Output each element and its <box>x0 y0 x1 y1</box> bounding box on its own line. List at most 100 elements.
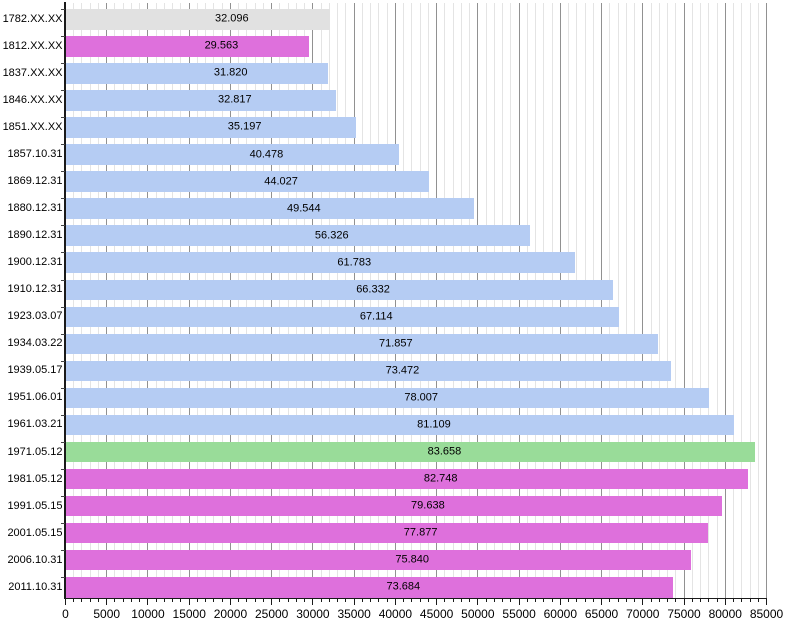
x-minor-tick <box>460 599 462 602</box>
x-minor-tick <box>295 599 297 602</box>
category-label: 1991.05.15 <box>7 499 63 512</box>
x-minor-tick <box>262 599 264 602</box>
minor-gridline <box>378 2 380 598</box>
x-major-tick <box>353 599 355 605</box>
x-minor-tick <box>700 599 702 602</box>
bar-1961.03.21: 81.109 <box>65 414 735 436</box>
x-minor-tick <box>526 599 528 602</box>
x-minor-tick <box>551 599 553 602</box>
x-tick-label: 55000 <box>502 607 536 621</box>
bar-1939.05.17: 73.472 <box>65 360 672 382</box>
x-minor-tick <box>130 599 132 602</box>
x-major-tick <box>188 599 190 605</box>
minor-gridline <box>287 2 289 598</box>
major-gridline <box>271 2 273 598</box>
minor-gridline <box>502 2 504 598</box>
minor-gridline <box>609 2 611 598</box>
x-minor-tick <box>411 599 413 602</box>
minor-gridline <box>122 2 124 598</box>
value-label: 73.684 <box>386 580 421 593</box>
x-major-tick <box>766 599 767 605</box>
minor-gridline <box>485 2 487 598</box>
value-label: 77.877 <box>403 526 438 539</box>
x-minor-tick <box>502 599 504 602</box>
major-gridline <box>394 2 396 598</box>
minor-gridline <box>295 2 297 598</box>
value-label: 49.544 <box>286 202 321 215</box>
value-label: 71.857 <box>378 337 413 350</box>
x-minor-tick <box>658 599 660 602</box>
major-gridline <box>312 2 314 598</box>
x-minor-tick <box>452 599 454 602</box>
y-axis-tick <box>60 63 65 65</box>
bar-1846.XX.XX: 32.817 <box>65 90 337 111</box>
y-axis-tick <box>60 549 65 551</box>
x-axis-line <box>64 597 767 599</box>
y-axis-tick <box>60 495 65 497</box>
x-tick-label: 30000 <box>296 607 330 621</box>
bar-1890.12.31: 56.326 <box>65 225 531 246</box>
value-label: 83.658 <box>427 445 462 458</box>
x-minor-tick <box>444 599 446 602</box>
x-minor-tick <box>609 599 611 602</box>
category-label: 1846.XX.XX <box>2 93 63 106</box>
minor-gridline <box>493 2 495 598</box>
x-minor-tick <box>617 599 619 602</box>
y-axis-tick <box>60 117 65 119</box>
x-tick-label: 40000 <box>378 607 413 621</box>
x-minor-tick <box>205 599 207 602</box>
y-axis-tick <box>60 198 65 200</box>
y-axis-tick <box>60 279 65 281</box>
major-gridline <box>477 2 479 598</box>
minor-gridline <box>510 2 512 598</box>
x-major-tick <box>601 599 603 605</box>
x-minor-tick <box>543 599 545 602</box>
bar-1812.XX.XX: 29.563 <box>65 36 310 57</box>
x-minor-tick <box>320 599 322 602</box>
minor-gridline <box>205 2 207 598</box>
minor-gridline <box>196 2 198 598</box>
minor-gridline <box>691 2 693 598</box>
x-tick-label: 5000 <box>93 607 121 621</box>
category-label: 1934.03.22 <box>7 337 63 350</box>
value-label: 29.563 <box>204 39 239 52</box>
minor-gridline <box>370 2 372 598</box>
minor-gridline <box>741 2 743 598</box>
x-minor-tick <box>73 599 75 602</box>
category-label: 1923.03.07 <box>7 310 63 323</box>
x-minor-tick <box>716 599 718 602</box>
value-label: 32.096 <box>215 12 249 25</box>
minor-gridline <box>427 2 429 598</box>
category-label: 1869.12.31 <box>7 175 63 188</box>
x-major-tick <box>65 599 66 605</box>
major-gridline <box>559 2 561 598</box>
x-minor-tick <box>196 599 198 602</box>
x-minor-tick <box>535 599 537 602</box>
y-axis-tick <box>60 171 65 173</box>
x-major-tick <box>106 599 108 605</box>
x-minor-tick <box>634 599 636 602</box>
minor-gridline <box>180 2 182 598</box>
x-tick-label: 60000 <box>543 607 577 621</box>
x-minor-tick <box>287 599 289 602</box>
major-gridline <box>724 2 726 598</box>
bar-1934.03.22: 71.857 <box>65 333 659 355</box>
x-minor-tick <box>155 599 157 602</box>
x-minor-tick <box>667 599 669 602</box>
x-tick-label: 20000 <box>213 607 248 621</box>
minor-gridline <box>328 2 330 598</box>
major-gridline <box>601 2 603 598</box>
minor-gridline <box>576 2 578 598</box>
bar-1837.XX.XX: 31.820 <box>65 63 328 84</box>
value-label: 79.638 <box>411 499 445 512</box>
x-tick-label: 0 <box>62 607 69 621</box>
category-label: 1782.XX.XX <box>2 12 63 25</box>
x-minor-tick <box>749 599 751 602</box>
bar-1981.05.12: 82.748 <box>65 468 748 490</box>
bar-1782.XX.XX: 32.096 <box>65 9 331 30</box>
category-label: 1880.12.31 <box>7 202 63 215</box>
minor-gridline <box>650 2 652 598</box>
minor-gridline <box>73 2 75 598</box>
